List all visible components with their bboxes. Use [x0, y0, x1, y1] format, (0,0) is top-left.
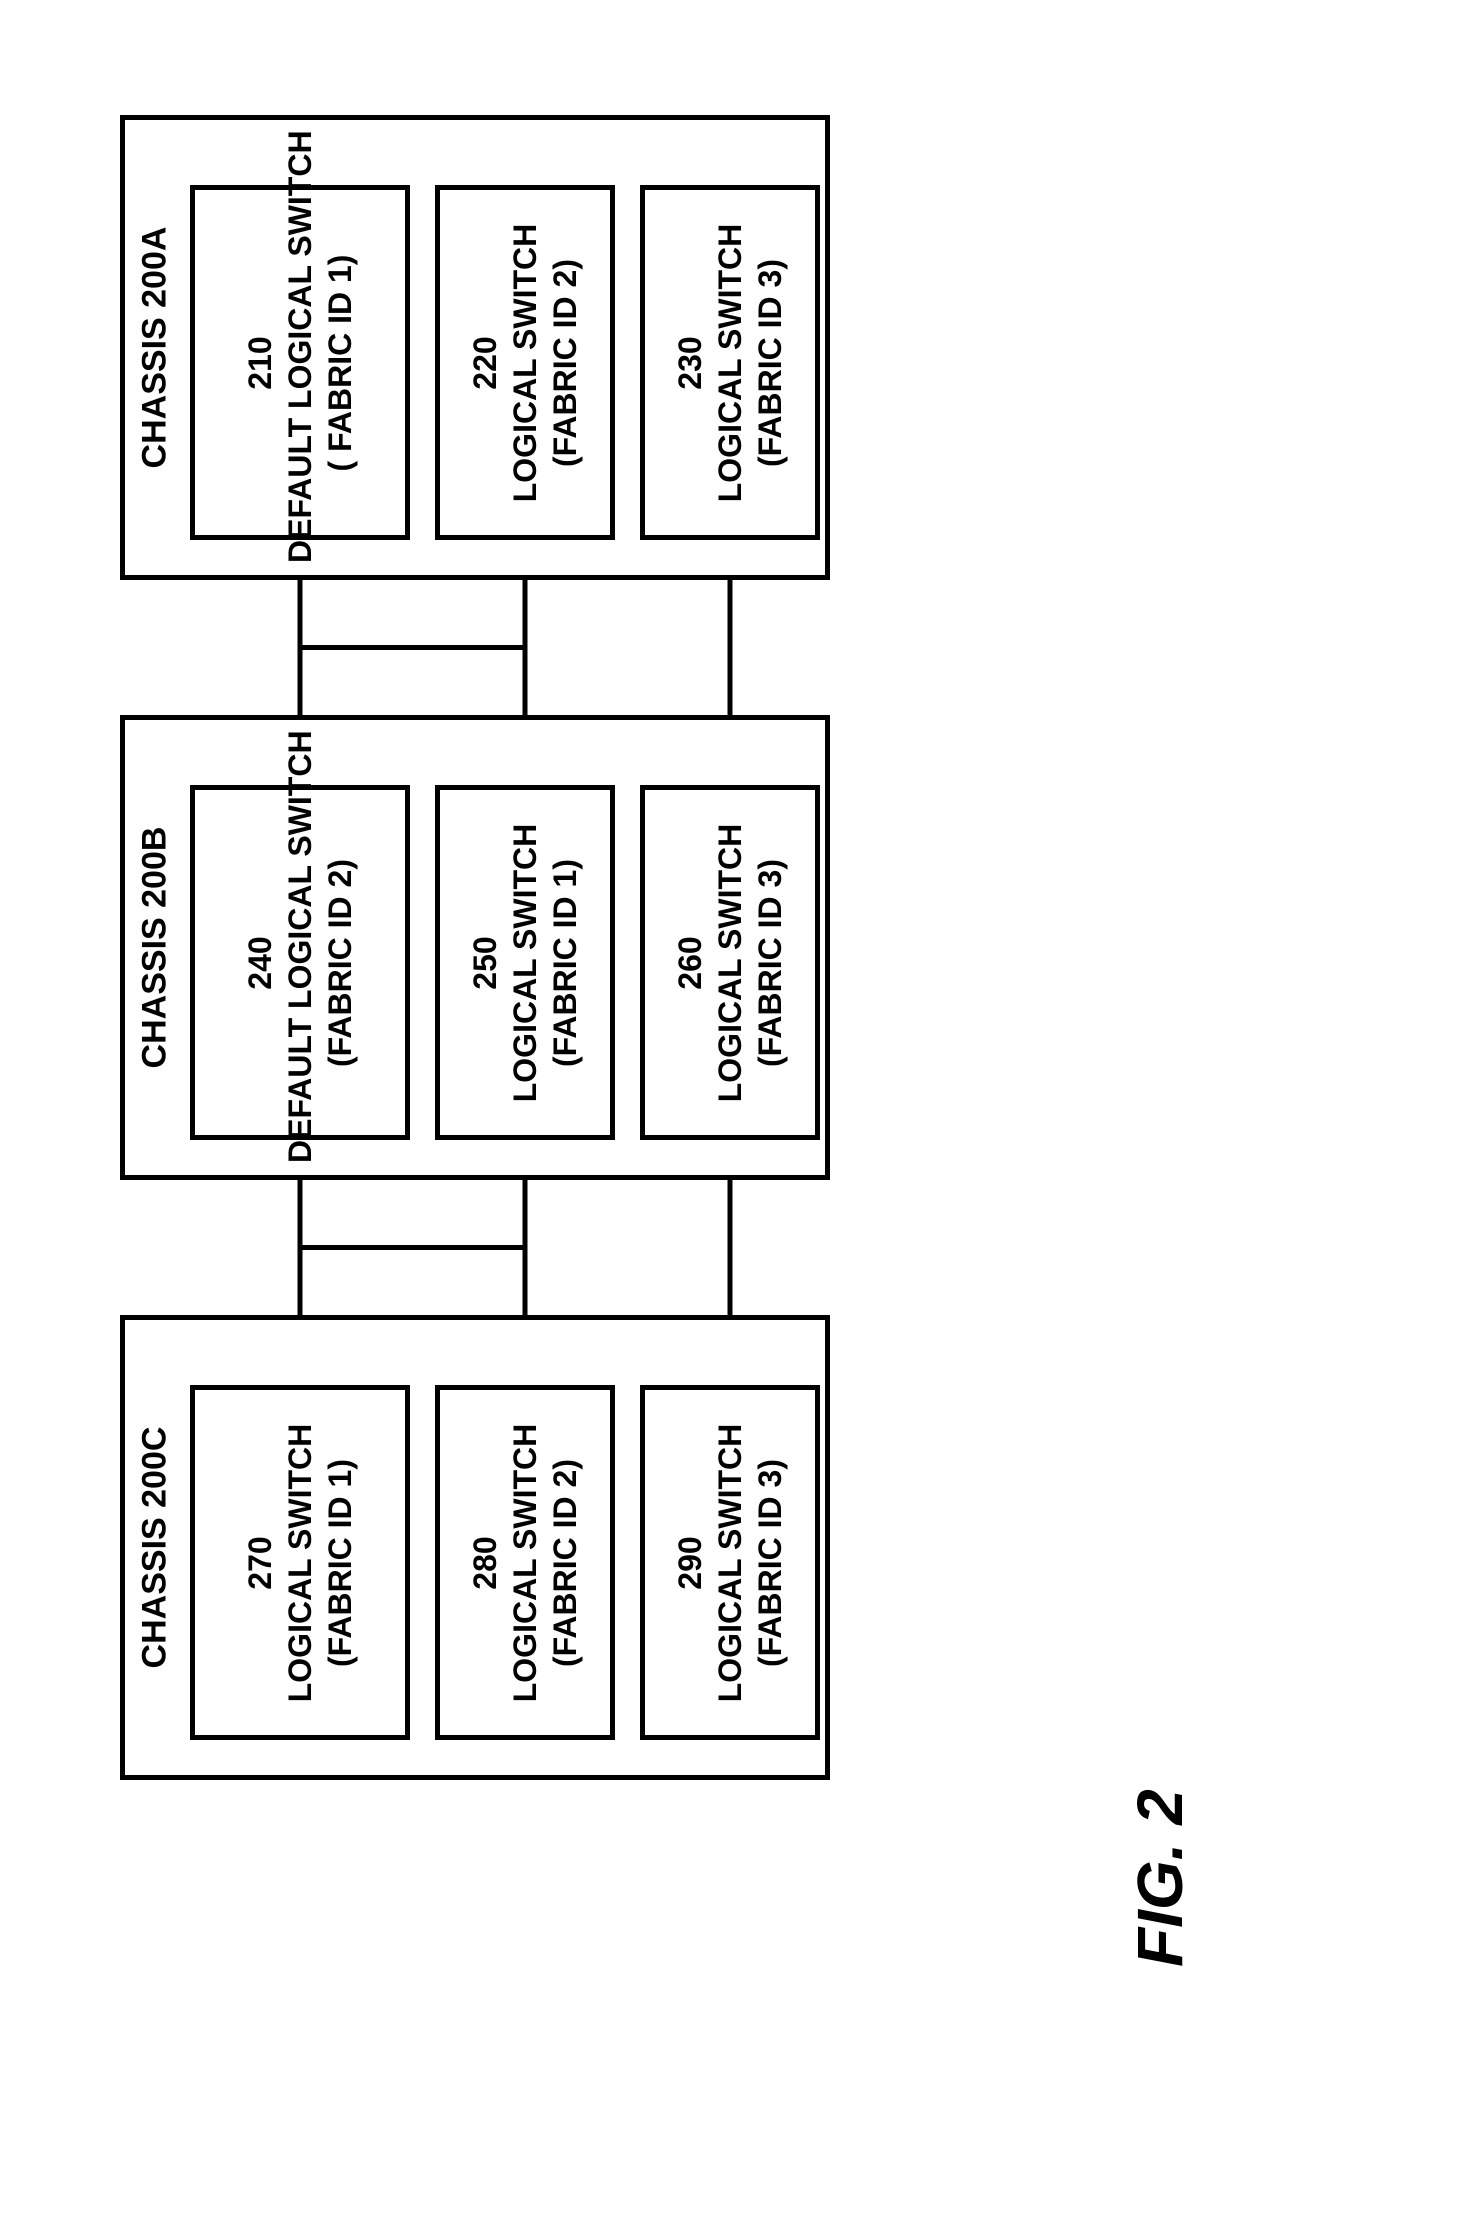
- switch-label-220: 220LOGICAL SWITCH(FABRIC ID 2): [465, 163, 585, 563]
- switch-label-270: 270LOGICAL SWITCH(FABRIC ID 1): [240, 1363, 360, 1763]
- chassis-label-A: CHASSIS 200A: [136, 197, 175, 497]
- switch-label-240: 240DEFAULT LOGICAL SWITCH(FABRIC ID 2): [240, 763, 360, 1163]
- chassis-label-C: CHASSIS 200C: [136, 1397, 175, 1697]
- switch-label-260: 260LOGICAL SWITCH(FABRIC ID 3): [670, 763, 790, 1163]
- switch-label-210: 210DEFAULT LOGICAL SWITCH( FABRIC ID 1): [240, 163, 360, 563]
- figure-label: FIG. 2: [1123, 1667, 1197, 1967]
- switch-label-290: 290LOGICAL SWITCH(FABRIC ID 3): [670, 1363, 790, 1763]
- chassis-label-B: CHASSIS 200B: [136, 797, 175, 1097]
- switch-label-280: 280LOGICAL SWITCH(FABRIC ID 2): [465, 1363, 585, 1763]
- switch-label-230: 230LOGICAL SWITCH(FABRIC ID 3): [670, 163, 790, 563]
- diagram-canvas: CHASSIS 200A 210DEFAULT LOGICAL SWITCH( F…: [0, 0, 1471, 2226]
- switch-label-250: 250LOGICAL SWITCH(FABRIC ID 1): [465, 763, 585, 1163]
